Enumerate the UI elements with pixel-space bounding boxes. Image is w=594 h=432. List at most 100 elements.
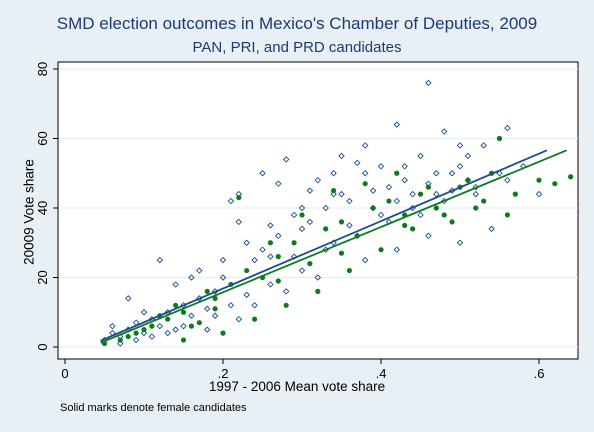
- point-female-12: [291, 240, 297, 246]
- point-male-77: [504, 124, 511, 132]
- point-male-61: [425, 232, 432, 240]
- point-male-87: [275, 232, 282, 240]
- point-female-6: [196, 320, 202, 326]
- point-male-70: [282, 288, 290, 295]
- y-tick-label-1: 20: [35, 270, 50, 284]
- point-male-55: [235, 315, 243, 323]
- point-female-38: [394, 170, 400, 176]
- point-male-7: [156, 322, 164, 330]
- point-male-23: [282, 156, 290, 163]
- point-male-67: [188, 274, 195, 281]
- point-female-27: [536, 177, 542, 183]
- point-female-44: [188, 323, 194, 329]
- point-male-103: [267, 253, 274, 260]
- point-female-24: [481, 198, 487, 204]
- point-male-32: [354, 159, 361, 167]
- gridlines: [58, 68, 578, 348]
- point-male-39: [409, 190, 416, 198]
- point-male-22: [275, 180, 282, 187]
- point-female-32: [204, 288, 210, 294]
- fit-line-0: [100, 149, 548, 342]
- point-male-107: [393, 197, 401, 205]
- point-female-20: [417, 191, 424, 197]
- point-male-99: [464, 152, 472, 160]
- point-female-29: [568, 174, 574, 180]
- point-male-63: [488, 225, 495, 233]
- point-female-57: [275, 278, 281, 284]
- point-male-68: [219, 256, 227, 264]
- point-male-59: [361, 256, 369, 264]
- point-male-78: [132, 336, 140, 344]
- point-male-71: [314, 274, 322, 281]
- point-male-85: [243, 291, 250, 299]
- point-male-33: [361, 142, 369, 149]
- point-male-13: [203, 305, 211, 313]
- point-male-16: [227, 197, 235, 205]
- point-male-98: [448, 170, 456, 177]
- point-female-11: [275, 254, 281, 260]
- point-female-7: [212, 295, 218, 301]
- point-male-37: [393, 121, 401, 128]
- point-female-35: [299, 212, 305, 218]
- point-female-15: [338, 219, 345, 225]
- point-female-34: [267, 240, 273, 246]
- point-male-5: [140, 329, 148, 337]
- point-male-50: [504, 176, 511, 184]
- point-male-101: [117, 340, 124, 347]
- point-male-29: [330, 170, 337, 177]
- point-female-14: [323, 226, 329, 232]
- point-male-25: [298, 204, 306, 212]
- point-female-48: [315, 288, 321, 294]
- x-axis-label: 1997 - 2006 Mean vote share: [208, 379, 386, 394]
- points-layer: [101, 79, 574, 347]
- point-female-3: [149, 323, 155, 329]
- point-male-79: [148, 333, 156, 340]
- x-tick-label-3: .6: [534, 366, 545, 381]
- point-female-45: [220, 330, 226, 336]
- point-female-33: [236, 194, 242, 201]
- point-female-2: [133, 330, 139, 336]
- point-female-22: [449, 219, 455, 225]
- point-male-83: [211, 312, 219, 319]
- point-male-15: [219, 274, 227, 281]
- point-male-19: [251, 256, 258, 264]
- point-male-100: [109, 322, 116, 330]
- point-male-96: [417, 211, 424, 219]
- point-male-80: [164, 329, 171, 337]
- y-tick-label-3: 60: [35, 131, 50, 145]
- point-male-48: [480, 142, 487, 149]
- point-male-73: [377, 211, 385, 219]
- y-tick-label-0: 0: [35, 343, 50, 350]
- point-female-54: [504, 212, 510, 218]
- point-male-84: [227, 302, 235, 309]
- point-female-25: [496, 135, 503, 142]
- point-male-81: [180, 322, 187, 330]
- x-tick-label-0: 0: [61, 366, 68, 381]
- y-tick-label-4: 80: [35, 62, 50, 76]
- point-male-94: [385, 183, 393, 191]
- chart-note: Solid marks denote female candidates: [60, 402, 247, 414]
- point-female-5: [180, 309, 187, 315]
- point-female-42: [125, 333, 131, 340]
- point-male-62: [456, 239, 464, 246]
- point-male-109: [456, 163, 464, 170]
- point-female-13: [307, 261, 313, 267]
- point-male-20: [259, 170, 266, 177]
- point-male-35: [377, 163, 385, 170]
- point-male-30: [338, 152, 345, 160]
- point-male-9: [172, 326, 179, 333]
- point-male-57: [298, 267, 306, 274]
- point-female-39: [425, 184, 431, 190]
- point-male-38: [401, 176, 408, 184]
- point-male-69: [251, 302, 258, 309]
- point-male-34: [369, 187, 377, 194]
- point-female-37: [362, 181, 368, 187]
- point-female-52: [441, 212, 447, 218]
- point-female-23: [465, 177, 471, 183]
- point-male-18: [243, 239, 250, 246]
- point-male-91: [338, 190, 345, 198]
- point-male-66: [172, 281, 179, 288]
- point-male-102: [235, 218, 243, 226]
- point-female-21: [433, 205, 439, 211]
